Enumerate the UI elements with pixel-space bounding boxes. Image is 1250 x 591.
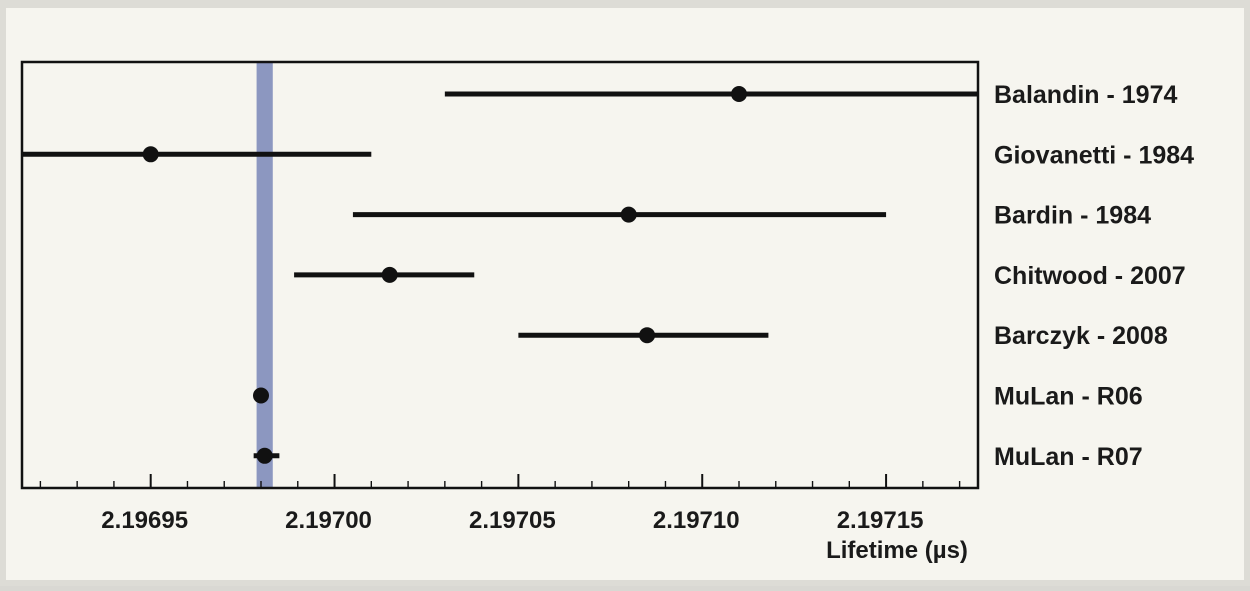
data-point (253, 387, 269, 404)
row-label: Bardin - 1984 (994, 202, 1151, 230)
data-point (142, 146, 159, 163)
x-tick-label: 2.19695 (101, 507, 188, 534)
x-tick-label: 2.19700 (285, 507, 372, 534)
row-label: MuLan - R07 (994, 443, 1143, 471)
x-tick-label: 2.19710 (653, 507, 740, 534)
row-label: Barczyk - 2008 (994, 322, 1168, 350)
data-point (256, 447, 273, 464)
data-point (731, 86, 747, 102)
row-label: Chitwood - 2007 (994, 262, 1186, 290)
reference-band (256, 62, 273, 488)
x-tick-label: 2.19705 (469, 507, 556, 534)
x-axis-label: Lifetime (µs) (826, 537, 968, 564)
data-point (620, 206, 637, 223)
paper-background (6, 8, 1244, 580)
row-label: Giovanetti - 1984 (994, 141, 1194, 169)
x-tick-label: 2.19715 (837, 507, 924, 534)
data-point (639, 327, 656, 344)
data-point (381, 266, 398, 283)
row-label: Balandin - 1974 (994, 81, 1177, 109)
plot-frame (20, 60, 980, 490)
row-label: MuLan - R06 (994, 383, 1143, 411)
